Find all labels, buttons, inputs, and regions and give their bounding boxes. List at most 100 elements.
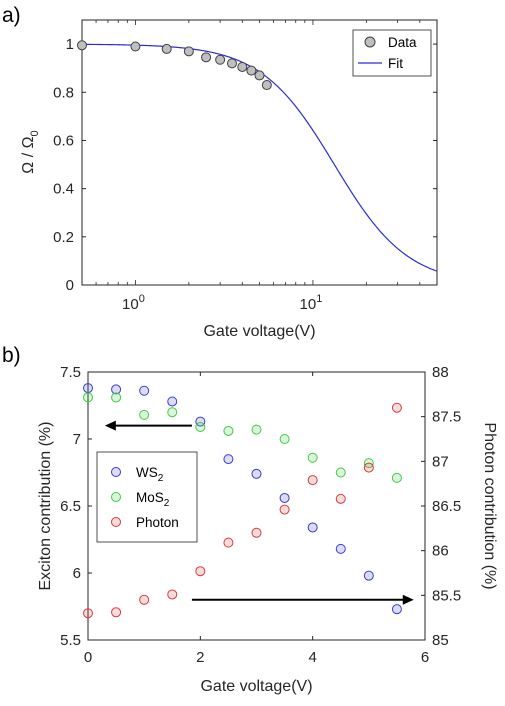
right-y-tick-label: 86 (432, 543, 449, 560)
panel-a-y-axis-label: Ω / Ω0 (20, 130, 41, 173)
data-point (227, 58, 238, 69)
legend-label-ws2: WS2 (136, 465, 164, 484)
ws2-point (139, 385, 150, 396)
photon-point (195, 566, 206, 577)
mos2-point (139, 409, 150, 420)
x-tick-label: 2 (196, 649, 204, 666)
panel-a-label: a) (2, 4, 21, 27)
legend-data-marker (364, 36, 376, 48)
y-label-main: Ω / Ω (20, 136, 37, 173)
right-y-tick-label: 85 (432, 632, 449, 649)
photon-point (223, 537, 234, 548)
data-point (237, 61, 248, 72)
mos2-point (251, 424, 262, 435)
y-tick-label: 0.8 (53, 84, 74, 101)
legend-marker-mos2 (111, 492, 121, 502)
panel-b-markers (83, 383, 402, 619)
x-tick-label: 4 (308, 649, 316, 666)
photon-point (363, 462, 374, 473)
left-y-tick-label: 5.5 (60, 632, 81, 649)
y-tick-label: 0.6 (53, 132, 74, 149)
ws2-point (279, 492, 290, 503)
y-tick-label: 0.4 (53, 181, 74, 198)
left-y-tick-label: 7.5 (60, 364, 81, 381)
right-y-tick-label: 88 (432, 364, 449, 381)
legend-label-mos2: MoS2 (136, 490, 170, 509)
right-y-tick-label: 85.5 (432, 587, 461, 604)
ws2-point (167, 396, 178, 407)
ws2-point (195, 416, 206, 427)
mos2-point (111, 392, 122, 403)
data-point (77, 40, 87, 51)
mos2-point (167, 407, 178, 418)
x-tick-label: 0 (84, 649, 92, 666)
legend-marker-ws2 (111, 467, 121, 477)
y-tick-label: 0 (66, 277, 74, 294)
data-point (161, 43, 172, 54)
ws2-point (307, 522, 318, 533)
x-tick-label: 101 (300, 293, 323, 313)
legend-label-photon: Photon (136, 515, 179, 530)
panel-b-legend: WS2 MoS2 Photon (96, 451, 198, 543)
mos2-point (391, 472, 402, 483)
ws2-point (83, 383, 93, 394)
panel-a-legend: Data Fit (352, 29, 432, 77)
panel-b-left-y-axis-label: Exciton contribution (%) (37, 422, 54, 591)
ws2-point (111, 384, 122, 395)
photon-point (83, 608, 93, 619)
arrow-head-right (402, 594, 414, 605)
mos2-point (195, 421, 206, 432)
legend-box (96, 451, 198, 543)
legend-data-label: Data (388, 35, 417, 50)
data-point (130, 41, 141, 52)
photon-point (251, 527, 262, 538)
photon-point (111, 607, 122, 618)
panel-a-y-ticks: 0 0.2 0.4 0.6 0.8 1 (53, 36, 437, 294)
mos2-point (335, 467, 346, 478)
left-y-tick-label: 6 (73, 565, 81, 582)
panel-a-x-axis-label: Gate voltage(V) (203, 323, 315, 340)
data-point (215, 54, 226, 65)
y-label-sub: 0 (29, 130, 41, 136)
arrow-head-left (104, 420, 116, 431)
right-y-tick-label: 86.5 (432, 498, 461, 515)
photon-point (279, 504, 290, 515)
ws2-point (223, 454, 234, 465)
panel-b-arrows (104, 420, 414, 605)
panel-b-left-y-ticks: 5.5 6 6.5 7 7.5 (60, 364, 92, 649)
mos2-point (307, 452, 318, 463)
data-point (201, 52, 212, 63)
mos2-point (223, 425, 234, 436)
x-tick-label: 6 (421, 649, 429, 666)
legend-fit-label: Fit (388, 56, 403, 71)
data-point (261, 80, 272, 91)
panel-b-x-ticks: 0 2 4 6 (84, 372, 429, 666)
panel-b-x-axis-label: Gate voltage(V) (200, 678, 312, 695)
data-point (246, 65, 257, 76)
legend-box (352, 29, 432, 77)
panel-a-plot: 0 0.2 0.4 0.6 0.8 1 100 101 (53, 19, 438, 313)
photon-point (167, 589, 178, 600)
panel-b-right-y-axis-label: Photon contribution (%) (481, 422, 498, 589)
photon-point (139, 594, 150, 605)
svg-text:Ω / Ω0: Ω / Ω0 (20, 130, 41, 173)
ws2-point (335, 543, 346, 554)
ws2-point (251, 468, 262, 479)
left-y-tick-label: 7 (73, 431, 81, 448)
photon-point (335, 493, 346, 504)
y-tick-label: 1 (66, 36, 74, 53)
photon-point (391, 402, 402, 413)
mos2-point (279, 434, 290, 444)
left-y-tick-label: 6.5 (60, 498, 81, 515)
x-tick-label: 100 (122, 293, 145, 313)
panel-b-label: b) (2, 344, 21, 367)
data-markers (77, 40, 272, 91)
legend-marker-photon (111, 517, 121, 527)
ws2-point (363, 570, 374, 581)
panel-b-right-y-ticks: 85 85.5 86 86.5 87 87.5 88 (421, 364, 461, 649)
ws2-point (391, 604, 402, 615)
panel-a: a) 0 0.2 0.4 0.6 0.8 1 100 101 Gate voltage(V)… (2, 4, 438, 340)
y-tick-label: 0.2 (53, 229, 74, 246)
right-y-tick-label: 87.5 (432, 409, 461, 426)
